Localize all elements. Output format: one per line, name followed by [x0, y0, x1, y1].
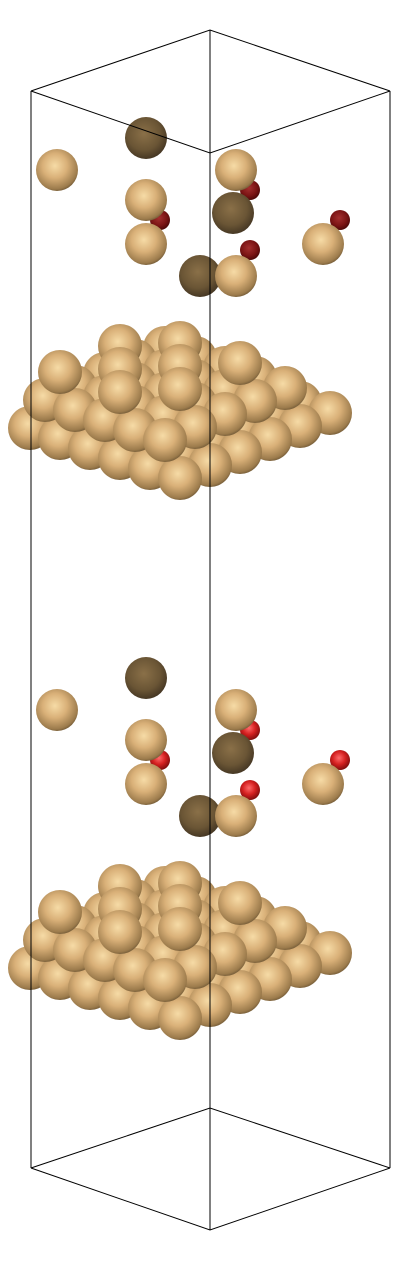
gold-atom [158, 907, 202, 951]
gold-atom [36, 149, 78, 191]
oxygen-atom [240, 240, 260, 260]
gold-atom [158, 367, 202, 411]
gold-atom [125, 223, 167, 265]
gold-atom [158, 996, 202, 1040]
atoms [8, 117, 352, 1040]
gold-atom [143, 418, 187, 462]
cell-edge [30, 1167, 391, 1231]
oxygen-atom [240, 780, 260, 800]
gold-atom [125, 657, 167, 699]
gold-atom [38, 890, 82, 934]
gold-atom [143, 958, 187, 1002]
gold-atom [212, 732, 254, 774]
oxygen-atom [330, 750, 350, 770]
gold-atom [302, 763, 344, 805]
gold-atom [218, 341, 262, 385]
gold-atom [125, 179, 167, 221]
gold-atom [38, 350, 82, 394]
gold-atom [125, 763, 167, 805]
gold-atom [215, 255, 257, 297]
gold-atom [36, 689, 78, 731]
gold-atom [302, 223, 344, 265]
gold-atom [98, 910, 142, 954]
gold-atom [215, 149, 257, 191]
gold-atom [125, 117, 167, 159]
cell-front [30, 90, 391, 1231]
gold-atom [125, 719, 167, 761]
gold-atom [212, 192, 254, 234]
oxygen-atom [330, 210, 350, 230]
gold-atom [179, 795, 221, 837]
gold-atom [218, 881, 262, 925]
gold-atom [215, 795, 257, 837]
gold-atom [179, 255, 221, 297]
gold-atom [215, 689, 257, 731]
gold-atom [98, 370, 142, 414]
gold-atom [158, 456, 202, 500]
